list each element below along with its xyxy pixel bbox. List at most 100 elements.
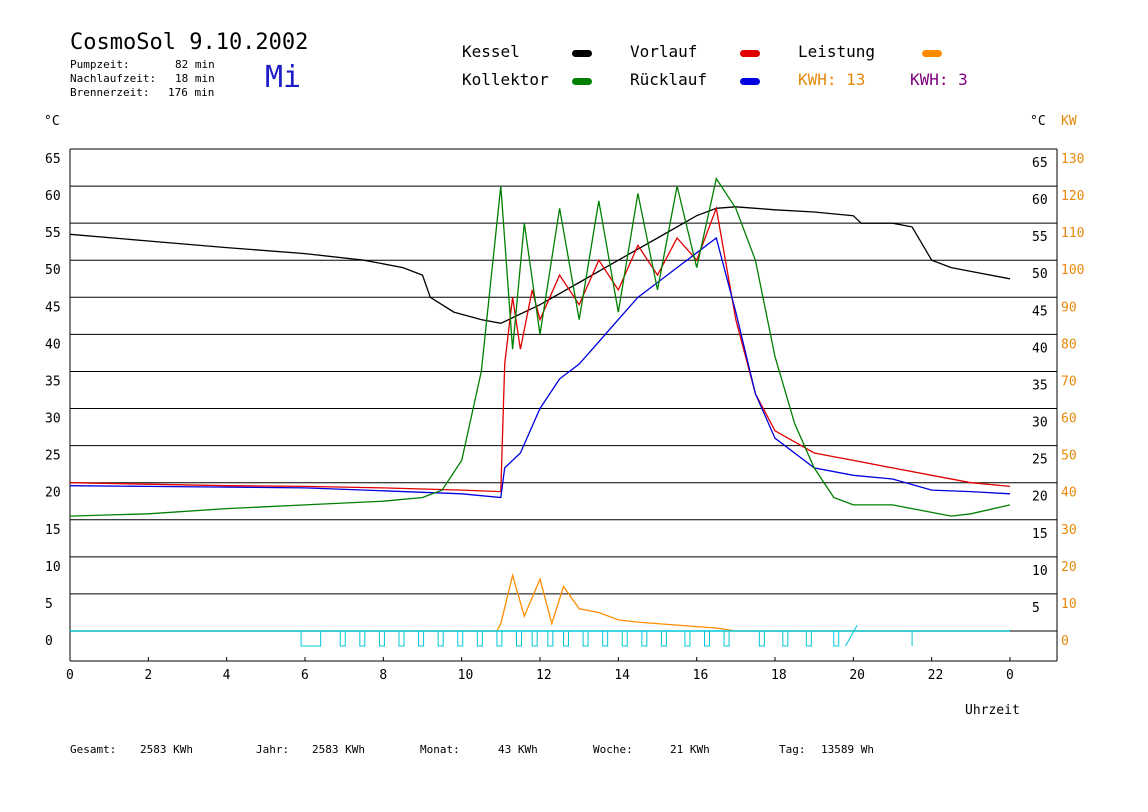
series-vorlauf <box>69 205 1011 493</box>
series-lines <box>69 177 1011 632</box>
x-tick-label: 18 <box>771 668 787 683</box>
y-tick-label-right: 55 <box>1032 230 1048 245</box>
footer-tag-label: Tag: <box>779 743 806 756</box>
burner-pulse <box>339 630 346 647</box>
kw-tick-label: 20 <box>1061 560 1077 575</box>
y-tick-label-left: 25 <box>45 449 61 464</box>
x-tick-label: 2 <box>144 668 152 683</box>
kw-tick-label: 110 <box>1061 226 1084 241</box>
legend-kessel-swatch <box>572 50 592 57</box>
legend-kwh-1: KWH: 13 <box>798 70 866 89</box>
x-tick-label: 14 <box>614 668 630 683</box>
y-tick-label-right: 20 <box>1032 490 1048 505</box>
y-axis-label-kw: KW <box>1061 114 1077 129</box>
y-tick-label-right: 25 <box>1032 453 1048 468</box>
x-tick-label: 0 <box>66 668 74 683</box>
brennerzeit-value: 176 min <box>168 86 215 99</box>
burner-pulse <box>476 630 483 647</box>
y-tick-label-right: 45 <box>1032 304 1048 319</box>
y-tick-label-left: 45 <box>45 300 61 315</box>
footer-gesamt-label: Gesamt: <box>70 743 117 756</box>
kw-tick-label: 80 <box>1061 337 1077 352</box>
nachlaufzeit-value: 18 min <box>175 72 215 85</box>
y-tick-label-right: 65 <box>1032 156 1048 171</box>
burner-pulse <box>602 630 609 647</box>
legend-kollektor: Kollektor <box>462 70 549 89</box>
y-tick-label-right: 30 <box>1032 416 1048 431</box>
y-tick-label-left: 10 <box>45 560 61 575</box>
burner-pulse <box>418 630 425 647</box>
x-axis-label: Uhrzeit <box>965 703 1020 718</box>
x-tick-label: 22 <box>928 668 944 683</box>
chart-title: CosmoSol 9.10.2002 <box>70 30 309 55</box>
y-tick-label-right: 15 <box>1032 527 1048 542</box>
series-kollektor <box>69 177 1011 517</box>
burner-pulse <box>496 630 503 647</box>
burner-pulse <box>641 630 648 647</box>
weekday-label: Mi <box>265 60 302 95</box>
legend-kwh-2: KWH: 3 <box>910 70 968 89</box>
pumpzeit-value: 82 min <box>175 58 215 71</box>
burner-pulse <box>758 630 765 647</box>
y-tick-label-left: 30 <box>45 412 61 427</box>
footer-tag-value: 13589 Wh <box>821 743 874 756</box>
legend-kollektor-swatch <box>572 78 592 85</box>
burner-pulse <box>845 624 858 647</box>
gridlines <box>70 148 1057 632</box>
burner-pulse <box>684 630 691 647</box>
x-tick-label: 4 <box>223 668 231 683</box>
kw-tick-label: 100 <box>1061 263 1084 278</box>
burner-pulse <box>359 630 366 647</box>
legend-kessel: Kessel <box>462 42 520 61</box>
y-tick-label-left: 60 <box>45 189 61 204</box>
burner-pulse <box>437 630 444 647</box>
pumpzeit-label: Pumpzeit: <box>70 58 130 71</box>
y-tick-label-left: 0 <box>45 634 53 649</box>
legend-vorlauf: Vorlauf <box>630 42 698 61</box>
burner-pulse <box>516 630 522 647</box>
brennerzeit-label: Brennerzeit: <box>70 86 150 99</box>
footer-jahr-label: Jahr: <box>256 743 290 756</box>
burner-pulse <box>300 630 322 647</box>
footer-woche-label: Woche: <box>593 743 633 756</box>
nachlaufzeit-label: Nachlaufzeit: <box>70 72 157 85</box>
y-tick-label-left: 65 <box>45 152 61 167</box>
legend-ruecklauf: Rücklauf <box>630 70 708 89</box>
kw-tick-label: 70 <box>1061 374 1077 389</box>
kw-tick-label: 130 <box>1061 152 1084 167</box>
kw-tick-label: 60 <box>1061 412 1077 427</box>
kw-tick-label: 120 <box>1061 189 1084 204</box>
kw-tick-label: 30 <box>1061 523 1077 538</box>
burner-pulse <box>531 630 538 647</box>
kw-tick-label: 40 <box>1061 486 1077 501</box>
x-tick-label: 20 <box>849 668 865 683</box>
burner-pulse <box>782 630 789 647</box>
y-tick-label-left: 55 <box>45 226 61 241</box>
burner-pulse <box>457 630 464 647</box>
burner-pulse <box>704 630 710 647</box>
y-tick-label-left: 50 <box>45 263 61 278</box>
burner-pulse <box>398 630 405 647</box>
x-tick-label: 8 <box>379 668 387 683</box>
x-tick-label: 10 <box>458 668 474 683</box>
legend-leistung-swatch <box>922 50 942 57</box>
burner-pulse <box>833 630 840 647</box>
x-tick-label: 0 <box>1006 668 1014 683</box>
x-tick-label: 16 <box>693 668 709 683</box>
y-tick-label-left: 5 <box>45 597 53 612</box>
y-tick-label-right: 10 <box>1032 564 1048 579</box>
kw-tick-label: 50 <box>1061 449 1077 464</box>
y-axis-label-right: °C <box>1030 114 1046 129</box>
y-tick-label-right: 60 <box>1032 193 1048 208</box>
y-tick-label-left: 20 <box>45 486 61 501</box>
y-tick-label-right: 50 <box>1032 267 1048 282</box>
y-tick-label-left: 40 <box>45 337 61 352</box>
legend-vorlauf-swatch <box>740 50 760 57</box>
footer-monat-label: Monat: <box>420 743 460 756</box>
burner-pulse <box>563 630 569 647</box>
burner-pulse <box>547 630 554 647</box>
series-ruecklauf <box>69 236 1011 499</box>
y-axis-label-left: °C <box>44 114 60 129</box>
